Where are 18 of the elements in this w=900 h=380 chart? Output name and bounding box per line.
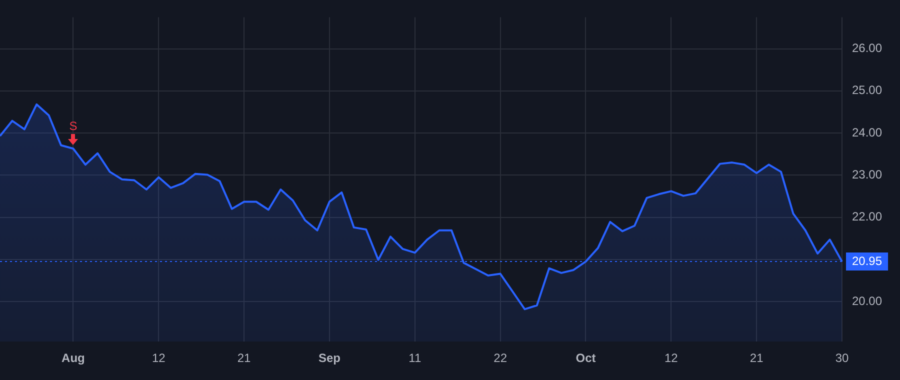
x-tick-label: Sep: [318, 351, 340, 366]
x-tick-label: 12: [152, 351, 166, 366]
x-tick-label: 22: [494, 351, 508, 366]
x-tick-label: Oct: [576, 351, 596, 366]
y-tick-label: 20.00: [852, 294, 882, 308]
y-tick-label: 23.00: [852, 168, 882, 182]
x-tick-label: Aug: [62, 351, 85, 366]
x-tick-label: 21: [237, 351, 252, 366]
y-tick-label: 24.00: [852, 125, 882, 140]
annotation: S: [69, 118, 78, 133]
y-tick-label: 26.00: [852, 41, 882, 56]
x-tick-label: 11: [408, 351, 422, 366]
x-tick-label: 30: [835, 351, 849, 366]
x-tick-label: 12: [664, 351, 678, 366]
y-tick-label: 22.00: [852, 210, 882, 224]
y-tick-label: 25.00: [852, 83, 882, 98]
x-tick-label: 21: [750, 351, 764, 366]
ref-line-label: 20.95: [852, 254, 882, 268]
